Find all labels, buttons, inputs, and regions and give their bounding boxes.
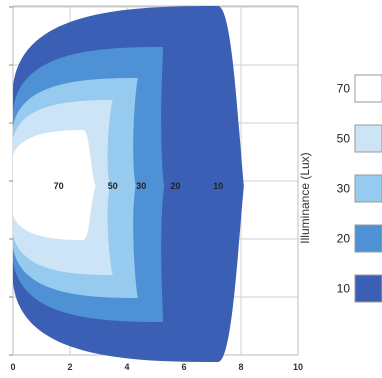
- zone-label-30: 30: [136, 181, 146, 191]
- zone-label-70: 70: [54, 181, 64, 191]
- x-tick-label: 4: [124, 362, 129, 372]
- colorbar-legend: Illuminance (Lux) 70 50 30 20 10: [298, 74, 382, 303]
- legend-label-30: 30: [337, 182, 351, 196]
- contour-region-70: [13, 130, 96, 240]
- x-tick-label: 0: [10, 362, 15, 372]
- zone-label-20: 20: [170, 181, 180, 191]
- legend-label-20: 20: [337, 232, 351, 246]
- legend-label-70: 70: [337, 82, 351, 96]
- x-tick-label: 8: [238, 362, 243, 372]
- legend-swatch-20: [354, 224, 382, 253]
- legend-swatch-10: [354, 274, 382, 303]
- legend-swatch-30: [354, 174, 382, 203]
- x-tick-label: 10: [293, 362, 303, 372]
- x-tick-label: 6: [181, 362, 186, 372]
- legend-label-10: 10: [337, 282, 351, 296]
- legend-swatch-50: [354, 124, 382, 153]
- zone-label-10: 10: [213, 181, 223, 191]
- contour-plot: [13, 6, 244, 362]
- legend-title: Illuminance (Lux): [298, 152, 312, 243]
- legend-swatch-70: [354, 74, 382, 103]
- zone-labels: 70 50 30 20 10: [54, 181, 224, 191]
- legend-label-50: 50: [337, 132, 351, 146]
- x-axis: 0 2 4 6 8 10: [10, 362, 303, 372]
- zone-label-50: 50: [108, 181, 118, 191]
- x-tick-label: 2: [67, 362, 72, 372]
